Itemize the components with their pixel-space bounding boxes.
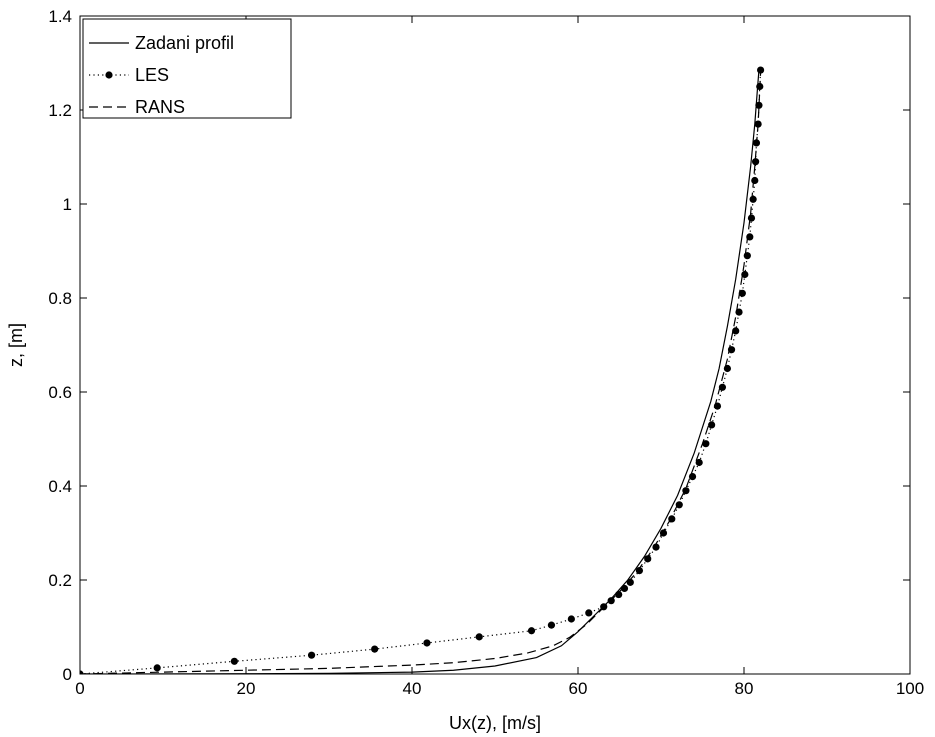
axes: 0 20 40 60 80 100 0 0.2 0.4 0.6 0.8 1 1.2 1.4: [48, 7, 924, 698]
data-point: [644, 555, 652, 563]
data-point: [749, 195, 757, 203]
data-point: [741, 270, 749, 279]
x-tick-label: 40: [403, 679, 422, 698]
x-tick-label: 80: [735, 679, 754, 698]
legend-label-0: Zadani profil: [135, 33, 234, 53]
y-tick-label: 0.2: [48, 571, 72, 590]
data-point: [635, 567, 644, 575]
legend: Zadani profil LES RANS: [82, 18, 292, 119]
y-tick-label: 1.4: [48, 7, 72, 26]
y-tick-label: 0.4: [48, 477, 72, 496]
data-point: [620, 584, 629, 593]
data-point: [751, 176, 759, 185]
x-tick-label: 0: [75, 679, 84, 698]
y-tick-label: 0.8: [48, 289, 72, 308]
legend-item-1: LES: [89, 65, 169, 85]
data-point: [708, 421, 716, 429]
data-point: [688, 473, 697, 481]
data-point: [757, 66, 765, 74]
data-point: [527, 627, 536, 635]
data-point: [652, 543, 660, 551]
data-point: [547, 621, 556, 629]
data-point: [423, 639, 431, 647]
x-tick-label: 20: [237, 679, 256, 698]
y-axis-title: z, [m]: [6, 323, 26, 367]
data-point: [718, 383, 727, 391]
data-point: [80, 670, 84, 674]
plot-area: [80, 66, 765, 674]
data-point: [307, 651, 316, 659]
x-tick-label: 100: [896, 679, 924, 698]
data-point: [695, 458, 703, 467]
y-tick-label: 1.2: [48, 101, 72, 120]
y-tick-label: 1: [63, 195, 72, 214]
data-point: [371, 645, 379, 653]
data-point: [615, 590, 623, 599]
legend-item-0: Zadani profil: [89, 33, 234, 53]
data-point: [230, 657, 238, 665]
y-tick-label: 0: [63, 665, 72, 684]
data-point: [475, 633, 483, 641]
data-point: [738, 289, 746, 297]
x-axis-title: Ux(z), [m/s]: [449, 713, 541, 733]
data-point: [732, 327, 740, 335]
series-1: [80, 66, 765, 674]
series-0: [80, 70, 760, 674]
legend-label-1: LES: [135, 65, 169, 85]
series-line-1: [80, 70, 762, 674]
x-tick-label: 60: [569, 679, 588, 698]
legend-marker-1: [105, 71, 113, 79]
series-2: [80, 72, 762, 674]
data-point: [153, 664, 161, 672]
data-point: [585, 609, 593, 617]
data-point: [567, 615, 575, 623]
data-point: [747, 214, 756, 222]
data-point: [702, 440, 710, 448]
legend-box: [82, 18, 292, 119]
data-point: [675, 501, 683, 509]
y-tick-label: 0.6: [48, 383, 72, 402]
data-point: [752, 158, 760, 166]
series-line-2: [80, 72, 762, 674]
legend-item-2: RANS: [89, 97, 185, 117]
series-line-0: [80, 70, 760, 674]
legend-label-2: RANS: [135, 97, 185, 117]
data-point: [723, 364, 732, 373]
axes-box: [79, 15, 911, 675]
data-point: [755, 101, 763, 109]
data-point: [626, 578, 634, 586]
